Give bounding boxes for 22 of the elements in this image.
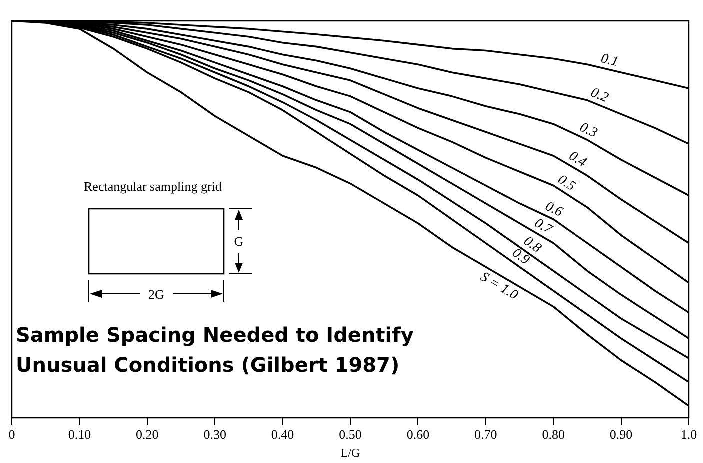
text: 0.2 [588,86,611,106]
x-tick-label: 0 [8,427,16,442]
text: Sample Spacing Needed to Identify Unusual Conditions (Gilbert 1987) [16,322,415,379]
x-axis-title: L/G [340,446,360,460]
text: S = 1.0 [478,270,520,304]
x-tick-label: 0.30 [204,427,226,442]
x-tick-label: 0.10 [68,427,92,442]
annotation: 2G [148,287,164,302]
x-tick-label: 0.80 [542,427,565,442]
x-tick-label: 0.60 [406,427,430,442]
x-tick-label: 0.90 [610,427,633,442]
text: 0.3 [577,120,600,142]
annotation: Rectangular sampling grid [84,179,222,194]
x-tick-label: 0.70 [474,427,498,442]
x-tick-label: 0.50 [339,427,362,442]
text: 0.5 [555,172,578,195]
text: 0.4 [566,148,590,171]
x-tick-label: 0.20 [136,427,159,442]
annotation: G [234,234,244,249]
x-tick-label: 1.0 [680,427,698,442]
text: 0.1 [600,52,620,70]
x-tick-label: 0.40 [271,427,294,442]
